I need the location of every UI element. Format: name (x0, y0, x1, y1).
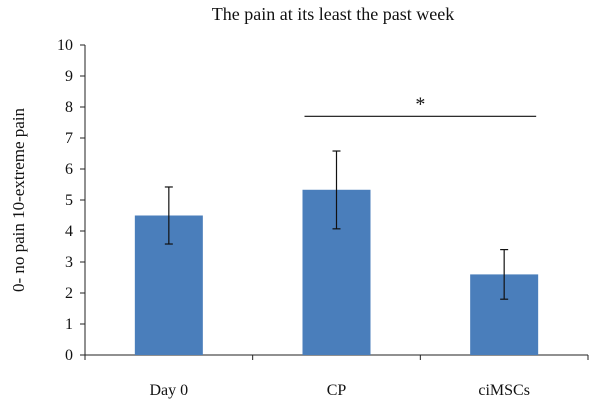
significance-annotation: * (304, 93, 537, 117)
y-tick-label: 6 (65, 161, 73, 178)
significance-label: * (415, 93, 425, 115)
y-tick-label: 7 (65, 130, 73, 147)
x-tick-label: Day 0 (150, 382, 189, 399)
y-tick-label: 5 (65, 192, 73, 209)
error-bars (164, 150, 509, 300)
y-tick-label: 9 (65, 68, 73, 85)
x-tick-label: CP (327, 382, 347, 399)
y-tick-label: 1 (65, 316, 73, 333)
y-tick-label: 4 (65, 223, 73, 240)
chart-title: The pain at its least the past week (212, 4, 454, 24)
y-tick-label: 0 (65, 347, 73, 364)
bars (134, 189, 539, 355)
y-tick-label: 10 (57, 37, 73, 54)
axes: 0 1 2 3 4 5 6 7 8 9 10 Day 0 CP ciMSCs (57, 37, 589, 399)
y-tick-label: 2 (65, 285, 73, 302)
y-tick-label: 8 (65, 99, 73, 116)
y-axis-label: 0- no pain 10-extreme pain (9, 107, 28, 292)
x-tick-label: ciMSCs (478, 382, 530, 399)
y-tick-label: 3 (65, 254, 73, 271)
